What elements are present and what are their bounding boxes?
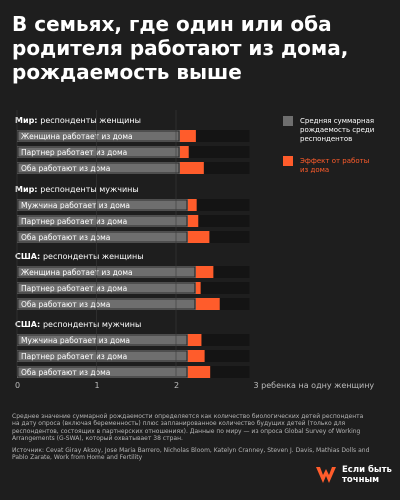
legend-label-base: Средняя суммарная рождаемость среди респон… xyxy=(300,117,374,143)
legend-swatch-base xyxy=(283,116,293,126)
brand-line-1: Если быть xyxy=(342,465,392,475)
row-label: Мужчина работает из дома xyxy=(21,336,130,345)
bar-effect xyxy=(187,231,210,243)
row-label-box xyxy=(17,215,188,227)
x-axis-label: 3 ребенка на одну женщину xyxy=(254,381,375,390)
row-label-box xyxy=(17,298,196,310)
brand-name: Если быть точным xyxy=(342,465,392,485)
bar-effect xyxy=(179,162,204,174)
row-label: Оба работают из дома xyxy=(21,164,110,173)
source-note: Источник: Cevat Giray Aksoy, Jose Maria … xyxy=(12,446,370,462)
bar-base xyxy=(17,215,188,227)
row-label-box xyxy=(17,130,180,142)
x-tick-label: 2 xyxy=(174,381,179,390)
row-label: Партнер работает из дома xyxy=(21,217,127,226)
row-label: Партнер работает из дома xyxy=(21,352,127,361)
row-label: Женщина работает из дома xyxy=(21,268,133,277)
page-title: В семьях, где один или оба родителя рабо… xyxy=(12,12,349,84)
row-label: Мужчина работает из дома xyxy=(21,201,130,210)
bar-base xyxy=(17,266,196,278)
row-label-box xyxy=(17,146,180,158)
row-label: Женщина работает из дома xyxy=(21,132,133,141)
bar-base xyxy=(17,366,188,378)
bar-base xyxy=(17,162,180,174)
stacked-bar-chart: Мир: респонденты женщины Женщина работает… xyxy=(15,110,375,390)
group-header: Мир: респонденты женщины xyxy=(15,116,141,125)
bar-base xyxy=(17,298,196,310)
bar-base xyxy=(17,231,188,243)
x-tick-label: 0 xyxy=(15,381,20,390)
row-label-box xyxy=(17,199,188,211)
group-header: США: респонденты мужчины xyxy=(15,320,141,329)
row-label: Оба работают из дома xyxy=(21,233,110,242)
bar-effect xyxy=(187,366,211,378)
row-label-box xyxy=(17,366,188,378)
brand-logo: Если быть точным xyxy=(314,463,398,493)
legend-swatch-effect xyxy=(283,156,293,166)
row-label-box xyxy=(17,350,188,362)
bar-effect xyxy=(187,334,202,346)
row-label: Оба работают из дома xyxy=(21,300,110,309)
x-tick-label: 1 xyxy=(95,381,100,390)
bar-effect xyxy=(187,199,197,211)
bar-base xyxy=(17,199,188,211)
bar-base xyxy=(17,334,188,346)
group-header: США: респонденты женщины xyxy=(15,252,144,261)
bar-effect xyxy=(187,215,199,227)
bar-effect xyxy=(195,282,201,294)
row-label-box xyxy=(17,162,180,174)
bar-effect xyxy=(187,350,205,362)
row-label-box xyxy=(17,231,188,243)
bar-effect xyxy=(179,130,196,142)
row-label-box xyxy=(17,282,196,294)
bar-base xyxy=(17,130,180,142)
row-label: Партнер работает из дома xyxy=(21,148,127,157)
bar-effect xyxy=(195,266,214,278)
group-header: Мир: респонденты мужчины xyxy=(15,185,139,194)
row-label-box xyxy=(17,334,188,346)
bar-effect xyxy=(179,146,189,158)
bar-base xyxy=(17,146,180,158)
bar-base xyxy=(17,282,196,294)
brand-mark-icon xyxy=(316,467,336,483)
bar-base xyxy=(17,350,188,362)
methodology-note: Среднее значение суммарной рождаемости о… xyxy=(12,413,364,443)
legend-label-effect: Эффект от работы из дома xyxy=(300,157,369,174)
chart-notes: Среднее значение суммарной рождаемости о… xyxy=(12,413,372,461)
row-label: Оба работают из дома xyxy=(21,368,110,377)
bar-effect xyxy=(195,298,220,310)
row-label: Партнер работает из дома xyxy=(21,284,127,293)
row-label-box xyxy=(17,266,196,278)
brand-line-2: точным xyxy=(342,475,380,485)
